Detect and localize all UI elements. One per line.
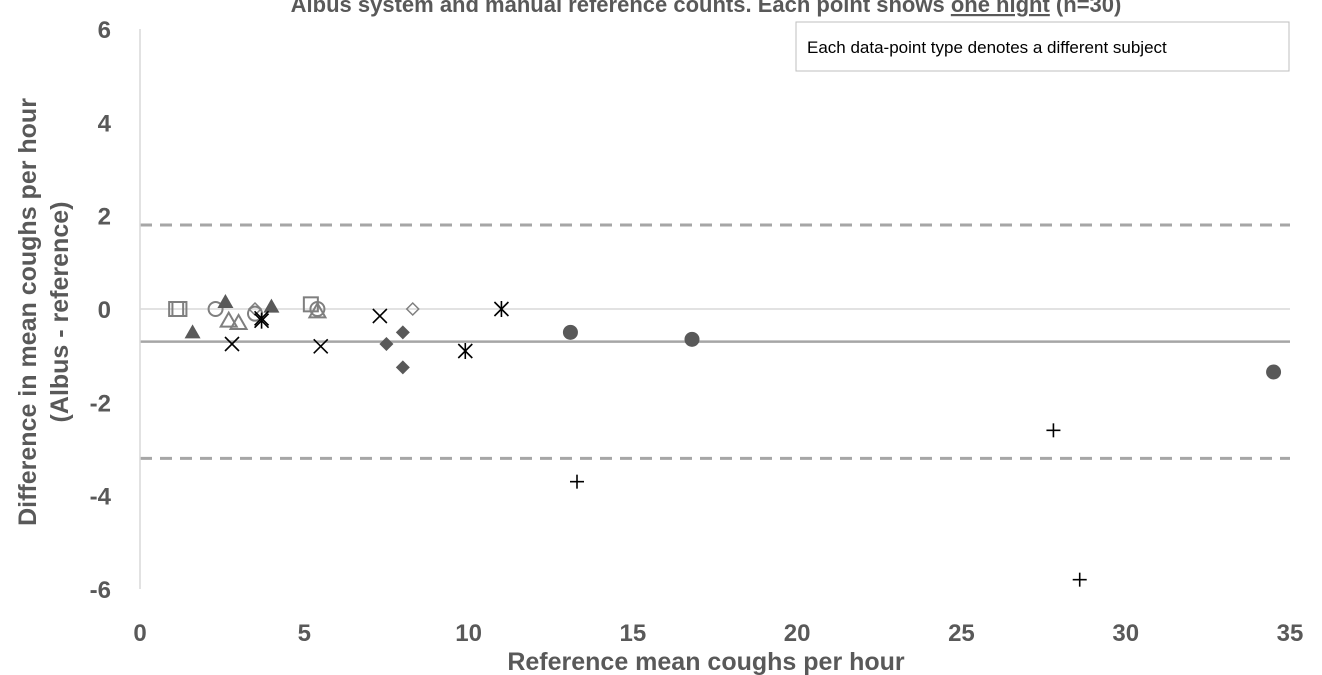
- marker-shape: [217, 294, 234, 308]
- marker-stroke: [372, 308, 388, 324]
- marker-shape: [684, 331, 700, 347]
- reference-lines: [140, 223, 1290, 460]
- marker-shape: [562, 324, 578, 340]
- marker-shape: [218, 310, 239, 328]
- point-asterisk: [493, 301, 509, 317]
- x-tick-label: 25: [948, 620, 975, 647]
- point-filled-diamond: [379, 337, 394, 351]
- point-asterisk: [254, 312, 270, 329]
- marker-shape: [263, 298, 280, 313]
- point-plus: [570, 474, 584, 489]
- y-tick-label: -4: [90, 484, 112, 511]
- legend-note-box: Each data-point type denotes a different…: [795, 21, 1290, 72]
- marker-shape: [307, 301, 328, 319]
- x-tick-label: 20: [784, 620, 811, 647]
- point-filled-circle: [1266, 364, 1282, 380]
- marker-shape: [207, 301, 224, 317]
- y-tick-label: 2: [98, 204, 111, 231]
- point-filled-circle: [684, 331, 700, 347]
- x-tick-label: 5: [298, 620, 311, 647]
- y-tick-label: 4: [98, 110, 112, 137]
- marker-shape: [379, 337, 394, 351]
- y-axis-title-line1: Difference in mean coughs per hour: [14, 98, 42, 526]
- marker-shape: [228, 312, 249, 330]
- x-tick-label: 15: [620, 620, 647, 647]
- point-cross: [372, 308, 388, 324]
- chart-title-before: Albus system and manual reference counts…: [291, 0, 951, 17]
- point-filled-triangle: [184, 324, 201, 339]
- chart-title-after: (n=30): [1050, 0, 1122, 17]
- legend-note-frame: [795, 21, 1290, 72]
- y-axis-title-line2: (Albus - reference): [46, 202, 74, 423]
- x-axis-title: Reference mean coughs per hour: [507, 648, 905, 675]
- point-open-square: [171, 301, 188, 317]
- y-tick-label: -6: [90, 577, 111, 604]
- legend-note-text: Each data-point type denotes a different…: [807, 38, 1167, 57]
- point-plus: [1072, 572, 1087, 587]
- point-cross: [313, 338, 329, 354]
- marker-stroke: [313, 338, 329, 354]
- point-plus: [1046, 423, 1061, 438]
- marker-shape: [171, 301, 188, 317]
- chart-title-underlined: one night: [951, 0, 1051, 17]
- marker-shape: [395, 325, 410, 340]
- point-filled-triangle: [263, 298, 280, 313]
- point-filled-circle: [562, 324, 578, 340]
- x-tick-label: 0: [133, 620, 146, 647]
- y-tick-label: 0: [98, 297, 111, 324]
- x-tick-label: 35: [1277, 620, 1304, 647]
- y-tick-label: 6: [98, 17, 111, 44]
- point-open-triangle: [228, 312, 249, 330]
- marker-shape: [184, 324, 201, 339]
- chart-title: Albus system and manual reference counts…: [291, 0, 1122, 17]
- point-open-circle: [207, 301, 224, 317]
- point-open-triangle: [307, 301, 328, 319]
- point-open-diamond: [405, 301, 420, 317]
- marker-stroke: [224, 336, 240, 352]
- marker-shape: [405, 301, 420, 317]
- data-points: [168, 294, 1282, 587]
- x-tick-label: 30: [1112, 620, 1139, 647]
- marker-shape: [395, 360, 410, 375]
- axes: 0 5 10 15 20 25 30 35 -6 -4 -2 0 2 4 6: [90, 17, 1304, 647]
- point-filled-diamond: [395, 360, 410, 375]
- y-tick-label: -2: [90, 390, 111, 417]
- point-filled-diamond: [395, 325, 410, 340]
- point-asterisk: [457, 343, 473, 359]
- point-open-triangle: [218, 310, 239, 328]
- point-cross: [224, 336, 240, 352]
- x-tick-label: 10: [455, 620, 482, 647]
- point-filled-triangle: [217, 294, 234, 308]
- marker-shape: [1266, 364, 1282, 380]
